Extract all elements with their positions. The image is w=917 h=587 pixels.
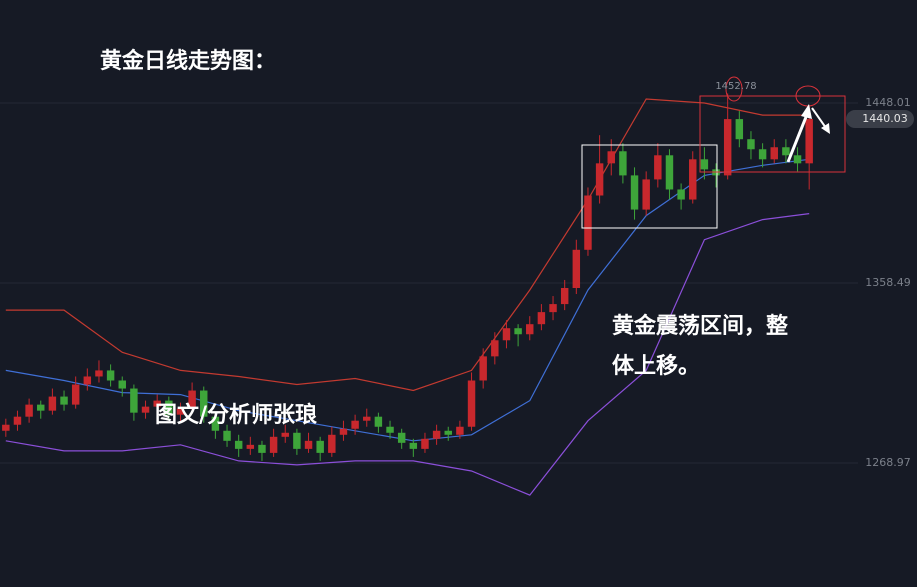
arrow-head [801,104,812,119]
candle-body [246,444,255,449]
candle-body [37,404,45,411]
candle-body [607,151,615,164]
candle-body [211,416,220,431]
candle-body [456,426,464,435]
candle-body [141,406,150,413]
arrow-down [811,107,827,129]
band-line [5,213,810,496]
candle-body [782,147,790,156]
candle-body [619,151,627,176]
candle-body [374,416,383,427]
candle-body [223,430,231,441]
candle-body [200,390,208,417]
candle-body [339,428,348,435]
candle-body [642,179,650,210]
annotation: 黄金震荡区间，整 [612,313,788,339]
annotation: 体上移。 [612,353,700,379]
candle-body [630,175,639,210]
breakout-box [699,95,846,173]
arrow-up [786,111,810,163]
candle-body [723,119,732,176]
candle-body [584,195,592,250]
candle-body [747,139,755,150]
candle-body [293,432,301,449]
candle-body [409,442,418,449]
candle-body [71,384,80,405]
candle-body [328,434,336,453]
candle-body [502,328,511,341]
candle-body [444,430,452,435]
candle-body [397,432,406,443]
candle-body [665,155,674,190]
candle-body [677,189,685,200]
candle-body [526,324,534,335]
candle-body [363,416,371,421]
candle-body [25,404,33,417]
candle-body [269,436,278,453]
candle-body [770,147,778,160]
y-tick-label: 1358.49 [865,276,911,289]
candle-body [316,440,324,453]
candle-body [95,370,103,377]
high-label: 1452.78 [715,81,756,92]
candle-body [304,440,313,449]
candle-body [60,396,68,405]
price-badge [846,110,914,129]
candle-body [118,380,126,389]
candle-body [491,340,499,357]
candle-body [421,438,429,449]
candle-body [758,149,767,160]
candle-body [805,119,813,164]
candle-body [188,390,196,409]
band-line [5,98,810,392]
candle-body [689,159,697,200]
candle-body [130,388,138,413]
candle-body [106,370,115,381]
candle-body [2,424,10,431]
candle-body [176,408,185,415]
candle-body [700,159,709,170]
candle-body [432,430,441,439]
candle-body [83,376,92,385]
title: 黄金日线走势图： [100,48,276,74]
candle-body [595,163,604,196]
last-price: 1440.03 [862,112,908,125]
candle-body [572,249,581,289]
candle-body [479,356,487,381]
high-circle [725,76,743,102]
author: 图文/分析师张琅 [155,402,317,428]
candle-body [793,155,802,164]
candle-body [165,400,173,415]
candle-body [735,119,744,140]
candle-body [48,396,57,411]
candle-body [351,420,359,429]
candle-body [386,426,394,433]
candle-body [281,432,289,437]
y-tick-label: 1448.01 [865,96,911,109]
candle-body [467,380,476,427]
candle-body [153,400,161,407]
candle-body [549,304,557,313]
arrow-head [821,123,830,134]
candle-body [234,440,243,449]
y-tick-label: 1268.97 [865,456,911,469]
candle-body [13,416,22,425]
candle-body [258,444,266,453]
range-box [581,144,718,229]
candle-body [514,328,522,335]
candle-body [537,312,546,325]
candle-body [654,155,662,180]
candle-body [560,288,569,305]
